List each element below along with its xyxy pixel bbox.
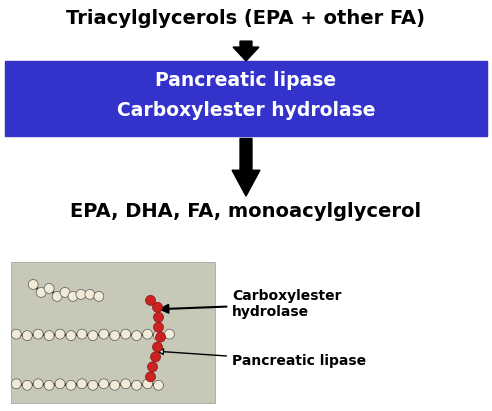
Circle shape [153, 302, 162, 312]
Circle shape [143, 379, 153, 389]
Circle shape [52, 291, 62, 301]
Circle shape [154, 312, 163, 322]
Circle shape [154, 330, 163, 341]
Circle shape [85, 289, 95, 299]
Circle shape [148, 362, 157, 372]
Circle shape [77, 329, 87, 339]
Circle shape [22, 380, 32, 390]
Circle shape [55, 379, 65, 389]
Text: Pancreatic lipase: Pancreatic lipase [155, 71, 337, 90]
Circle shape [94, 291, 104, 301]
Text: Carboxylester
hydrolase: Carboxylester hydrolase [160, 289, 341, 319]
Circle shape [60, 287, 70, 298]
Polygon shape [233, 41, 259, 61]
Circle shape [110, 380, 120, 390]
Circle shape [153, 342, 162, 352]
Circle shape [77, 379, 87, 389]
FancyBboxPatch shape [11, 262, 215, 403]
Circle shape [22, 330, 32, 341]
Circle shape [33, 379, 43, 389]
Circle shape [143, 329, 153, 339]
Circle shape [44, 380, 54, 390]
Circle shape [99, 379, 109, 389]
Circle shape [121, 329, 131, 339]
Circle shape [154, 380, 163, 390]
Text: Triacylglycerols (EPA + other FA): Triacylglycerols (EPA + other FA) [66, 9, 426, 28]
Circle shape [66, 380, 76, 390]
Circle shape [154, 322, 163, 332]
Text: Pancreatic lipase: Pancreatic lipase [158, 349, 366, 368]
Circle shape [76, 289, 86, 299]
Circle shape [55, 329, 65, 339]
Circle shape [155, 332, 165, 342]
Circle shape [66, 330, 76, 341]
Circle shape [33, 329, 43, 339]
FancyBboxPatch shape [5, 61, 487, 136]
Circle shape [110, 330, 120, 341]
Circle shape [132, 330, 142, 341]
Circle shape [164, 329, 174, 339]
Circle shape [11, 379, 21, 389]
Circle shape [68, 291, 78, 301]
Circle shape [36, 287, 46, 298]
Text: Carboxylester hydrolase: Carboxylester hydrolase [117, 101, 375, 120]
Circle shape [44, 284, 54, 293]
Circle shape [88, 330, 98, 341]
Polygon shape [232, 139, 260, 196]
Circle shape [99, 329, 109, 339]
Circle shape [151, 352, 160, 362]
Circle shape [121, 379, 131, 389]
Circle shape [146, 372, 155, 382]
Circle shape [88, 380, 98, 390]
Circle shape [11, 329, 21, 339]
Circle shape [132, 380, 142, 390]
Circle shape [44, 330, 54, 341]
Text: EPA, DHA, FA, monoacylglycerol: EPA, DHA, FA, monoacylglycerol [70, 202, 422, 221]
Circle shape [146, 296, 155, 305]
Circle shape [28, 279, 38, 289]
